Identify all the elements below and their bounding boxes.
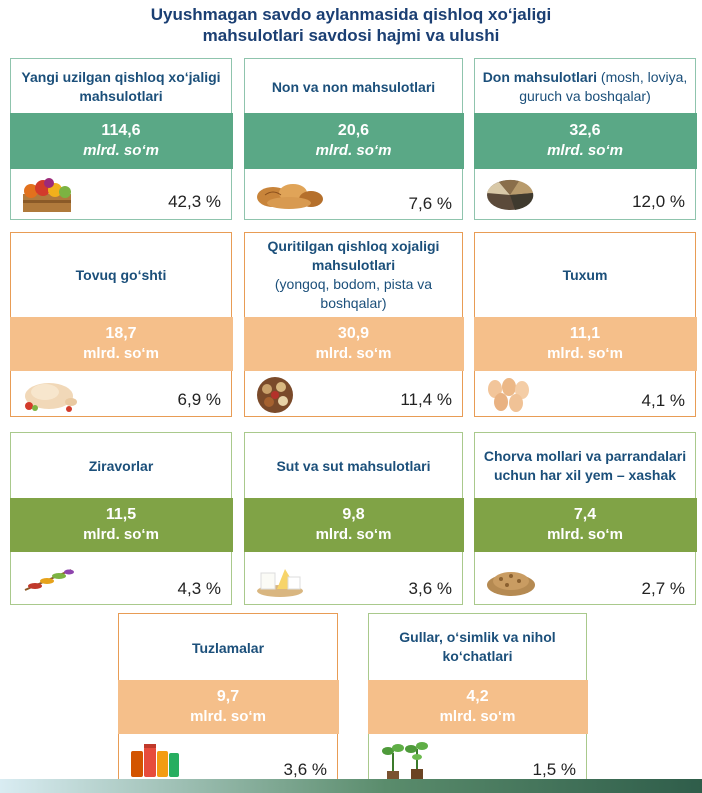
dairy-icon [255, 559, 305, 604]
card-label: Tovuq go‘shti [75, 266, 167, 283]
card-unit: mlrd. so‘m [439, 708, 516, 725]
card-value-band: 114,6 mlrd. so‘m [9, 113, 233, 169]
card-value-band: 7,4 mlrd. so‘m [473, 498, 697, 552]
feed-pellets-icon [485, 563, 537, 602]
card-value: 9,7 [216, 688, 240, 705]
card-fresh-produce: Yangi uzilgan qishloq xo‘jaligi mahsulot… [9, 58, 233, 220]
card-value-band: 30,9 mlrd. so‘m [243, 317, 464, 371]
card-unit: mlrd. so‘m [547, 142, 623, 159]
card-chicken: Tovuq go‘shti 18,7 mlrd. so‘m 6,9 % [9, 232, 233, 419]
card-value-band: 9,7 mlrd. so‘m [117, 680, 339, 734]
card-eggs: Tuxum 11,1 mlrd. so‘m 4,1 % [473, 232, 697, 418]
card-value-band: 11,5 mlrd. so‘m [9, 498, 233, 552]
card-value-band: 9,8 mlrd. so‘m [243, 498, 464, 552]
card-unit: mlrd. so‘m [315, 526, 392, 543]
card-label: Tuxum [562, 266, 608, 283]
card-percent: 3,6 % [283, 760, 327, 779]
card-unit: mlrd. so‘m [83, 142, 159, 159]
spices-icon [21, 566, 77, 599]
card-label: Chorva mollari va parrandalari uchun har… [483, 448, 687, 483]
card-percent: 11,4 % [400, 390, 452, 409]
card-value-band: 4,2 mlrd. so‘m [367, 680, 588, 734]
card-dairy: Sut va sut mahsulotlari 9,8 mlrd. so‘m 3… [243, 432, 464, 605]
title-line-1: Uyushmagan savdo aylanmasida qishloq xo‘… [150, 5, 552, 24]
card-seedlings: Gullar, o‘simlik va nihol ko‘chatlari 4,… [367, 613, 588, 786]
card-value-band: 11,1 mlrd. so‘m [473, 317, 697, 371]
card-label: Yangi uzilgan qishloq xo‘jaligi mahsulot… [21, 69, 221, 104]
card-percent: 12,0 % [632, 192, 685, 211]
card-value-band: 20,6 mlrd. so‘m [243, 113, 464, 169]
card-label: Sut va sut mahsulotlari [276, 457, 431, 474]
eggs-icon [485, 375, 531, 418]
card-unit: mlrd. so‘m [547, 345, 623, 362]
page-title: Uyushmagan savdo aylanmasida qishloq xo‘… [0, 4, 702, 46]
card-unit: mlrd. so‘m [83, 526, 159, 543]
pickle-jars-icon [129, 741, 181, 786]
card-value-band: 18,7 mlrd. so‘m [9, 317, 233, 371]
chicken-icon [21, 374, 79, 419]
card-value: 32,6 [569, 122, 601, 139]
card-value: 20,6 [337, 122, 370, 139]
bread-icon [255, 177, 325, 216]
grains-icon [485, 173, 535, 218]
decorative-bottom-band [0, 779, 702, 793]
dried-nuts-icon [255, 375, 295, 420]
card-value: 114,6 [101, 122, 141, 139]
card-percent: 4,1 % [641, 391, 685, 410]
card-value: 18,7 [105, 325, 137, 342]
card-percent: 6,9 % [177, 390, 221, 409]
card-unit: mlrd. so‘m [315, 142, 392, 159]
card-value: 30,9 [337, 325, 370, 342]
card-value: 7,4 [573, 506, 597, 523]
card-label-extra: (yongoq, bodom, pista va boshqalar) [274, 276, 433, 311]
card-percent: 2,7 % [641, 579, 685, 598]
card-label: Gullar, o‘simlik va nihol ko‘chatlari [399, 629, 556, 664]
card-percent: 4,3 % [177, 579, 221, 598]
card-grains: Don mahsulotlari (mosh, loviya, guruch v… [473, 58, 697, 220]
card-value-band: 32,6 mlrd. so‘m [473, 113, 697, 169]
card-percent: 3,6 % [408, 579, 452, 598]
card-label: Ziravorlar [88, 457, 154, 474]
card-feed: Chorva mollari va parrandalari uchun har… [473, 432, 697, 605]
card-label: Tuzlamalar [191, 639, 265, 656]
seedlings-icon [379, 739, 431, 786]
card-value: 11,5 [105, 506, 137, 523]
card-unit: mlrd. so‘m [190, 708, 266, 725]
title-line-2: mahsulotlari savdosi hajmi va ulushi [202, 26, 500, 45]
card-label: Non va non mahsulotlari [271, 78, 436, 95]
card-label: Don mahsulotlari [482, 69, 598, 85]
fruit-crate-icon [21, 174, 73, 219]
card-spices: Ziravorlar 11,5 mlrd. so‘m 4,3 % [9, 432, 233, 605]
card-value: 11,1 [569, 325, 601, 342]
card-label-extra: (mosh, loviya, guruch va boshqalar) [519, 69, 688, 104]
card-percent: 1,5 % [532, 760, 576, 779]
card-value: 4,2 [466, 688, 489, 705]
card-percent: 42,3 % [168, 192, 221, 211]
card-label: Quritilgan qishloq xojaligi mahsulotlari [267, 238, 440, 273]
card-percent: 7,6 % [408, 194, 452, 213]
card-bread: Non va non mahsulotlari 20,6 mlrd. so‘m … [243, 58, 464, 220]
card-unit: mlrd. so‘m [547, 526, 623, 543]
card-unit: mlrd. so‘m [83, 345, 159, 362]
card-dried-products: Quritilgan qishloq xojaligi mahsulotlari… [243, 232, 464, 420]
card-unit: mlrd. so‘m [315, 345, 392, 362]
card-value: 9,8 [342, 506, 365, 523]
card-pickles: Tuzlamalar 9,7 mlrd. so‘m 3,6 % [117, 613, 339, 786]
